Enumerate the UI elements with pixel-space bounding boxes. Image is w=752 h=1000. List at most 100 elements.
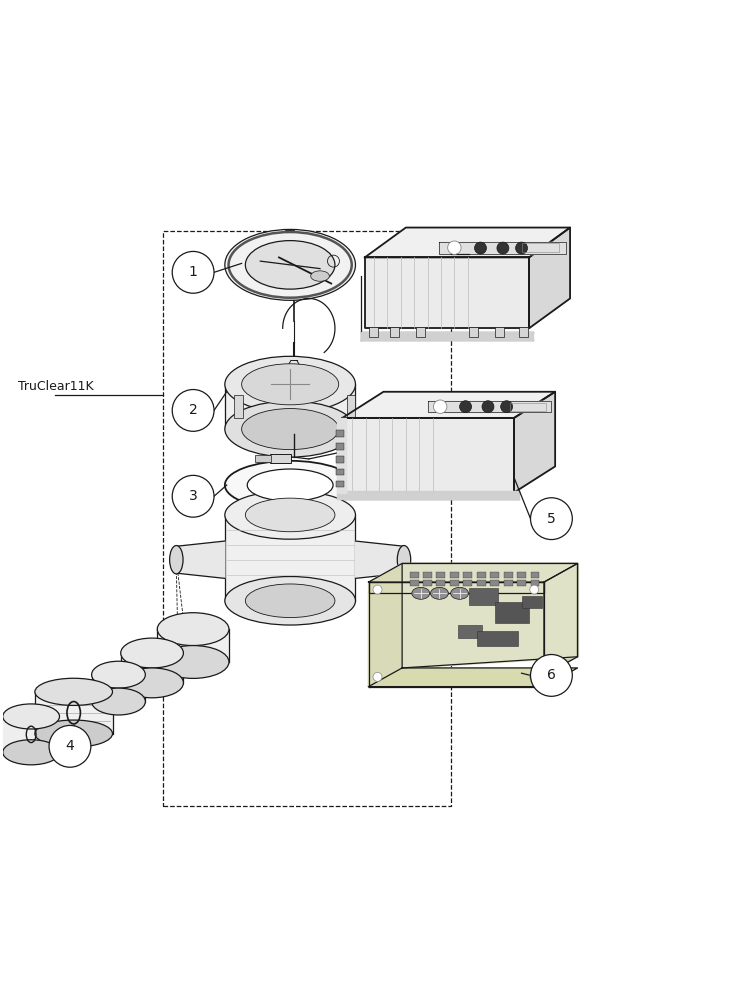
Ellipse shape bbox=[225, 356, 356, 412]
Polygon shape bbox=[361, 332, 532, 340]
Ellipse shape bbox=[35, 678, 113, 705]
Circle shape bbox=[172, 390, 214, 431]
Ellipse shape bbox=[92, 688, 145, 715]
Text: —TruClear11KU: —TruClear11KU bbox=[470, 239, 567, 252]
Text: 6: 6 bbox=[547, 668, 556, 682]
Bar bbox=[410, 580, 419, 586]
Ellipse shape bbox=[430, 587, 448, 599]
Bar bbox=[469, 588, 498, 605]
Bar bbox=[463, 580, 472, 586]
Bar bbox=[234, 395, 243, 418]
Bar bbox=[347, 395, 356, 418]
Polygon shape bbox=[402, 563, 578, 668]
Ellipse shape bbox=[241, 409, 338, 450]
Bar bbox=[450, 580, 459, 586]
Text: TruClear11K: TruClear11K bbox=[18, 380, 93, 393]
Bar bbox=[511, 403, 546, 411]
Bar bbox=[336, 469, 344, 475]
Bar bbox=[517, 572, 526, 578]
Bar bbox=[336, 456, 344, 463]
Ellipse shape bbox=[450, 587, 468, 599]
Text: 3: 3 bbox=[189, 489, 198, 503]
Bar bbox=[463, 572, 472, 578]
Text: 5: 5 bbox=[547, 512, 556, 526]
Polygon shape bbox=[337, 418, 346, 493]
Bar bbox=[517, 580, 526, 586]
Bar bbox=[522, 596, 542, 608]
Ellipse shape bbox=[170, 546, 183, 574]
Bar bbox=[490, 580, 499, 586]
Ellipse shape bbox=[121, 638, 183, 668]
Polygon shape bbox=[342, 418, 514, 493]
Bar bbox=[520, 327, 528, 337]
Polygon shape bbox=[337, 491, 520, 499]
Circle shape bbox=[482, 401, 494, 413]
Circle shape bbox=[475, 242, 487, 254]
Polygon shape bbox=[544, 563, 578, 675]
Ellipse shape bbox=[225, 461, 356, 509]
Ellipse shape bbox=[412, 587, 429, 599]
Ellipse shape bbox=[245, 584, 335, 618]
Bar bbox=[336, 430, 344, 437]
Bar bbox=[530, 572, 539, 578]
Bar bbox=[270, 454, 291, 463]
Polygon shape bbox=[342, 392, 555, 418]
Text: 4: 4 bbox=[65, 739, 74, 753]
Polygon shape bbox=[3, 716, 59, 752]
Polygon shape bbox=[365, 257, 529, 328]
Bar bbox=[369, 327, 378, 337]
Bar bbox=[336, 443, 344, 450]
Bar bbox=[477, 572, 486, 578]
Polygon shape bbox=[368, 563, 402, 687]
Ellipse shape bbox=[245, 241, 335, 289]
Ellipse shape bbox=[225, 229, 356, 300]
Bar bbox=[450, 572, 459, 578]
Polygon shape bbox=[225, 515, 356, 601]
Polygon shape bbox=[92, 675, 145, 702]
Bar bbox=[504, 572, 513, 578]
Polygon shape bbox=[356, 541, 404, 578]
Ellipse shape bbox=[245, 498, 335, 532]
Ellipse shape bbox=[3, 740, 59, 765]
Bar bbox=[490, 572, 499, 578]
Bar bbox=[468, 327, 478, 337]
Polygon shape bbox=[368, 668, 578, 687]
Circle shape bbox=[516, 242, 528, 254]
Bar bbox=[336, 481, 344, 487]
Bar bbox=[530, 580, 539, 586]
Ellipse shape bbox=[121, 668, 183, 698]
Bar bbox=[477, 580, 486, 586]
Text: 1: 1 bbox=[189, 265, 198, 279]
Ellipse shape bbox=[35, 720, 113, 747]
Polygon shape bbox=[428, 401, 551, 412]
Bar bbox=[390, 327, 399, 337]
Circle shape bbox=[529, 672, 538, 681]
Ellipse shape bbox=[157, 613, 229, 646]
Polygon shape bbox=[365, 228, 570, 257]
Polygon shape bbox=[225, 384, 356, 429]
Circle shape bbox=[373, 672, 382, 681]
Ellipse shape bbox=[311, 271, 329, 281]
Bar bbox=[522, 243, 559, 252]
Bar bbox=[436, 572, 445, 578]
Circle shape bbox=[501, 401, 513, 413]
Bar bbox=[504, 580, 513, 586]
Polygon shape bbox=[368, 575, 402, 687]
Polygon shape bbox=[368, 582, 544, 593]
Bar bbox=[423, 580, 432, 586]
Bar bbox=[423, 572, 432, 578]
Bar bbox=[163, 231, 450, 806]
Circle shape bbox=[459, 401, 472, 413]
Ellipse shape bbox=[247, 469, 333, 501]
Polygon shape bbox=[121, 653, 183, 683]
Circle shape bbox=[530, 498, 572, 540]
Ellipse shape bbox=[225, 491, 356, 539]
Ellipse shape bbox=[157, 646, 229, 678]
Circle shape bbox=[447, 241, 461, 254]
Polygon shape bbox=[35, 692, 113, 734]
Bar bbox=[496, 602, 529, 623]
Bar bbox=[458, 625, 482, 638]
Circle shape bbox=[172, 251, 214, 293]
Polygon shape bbox=[439, 242, 566, 254]
Bar bbox=[495, 327, 504, 337]
